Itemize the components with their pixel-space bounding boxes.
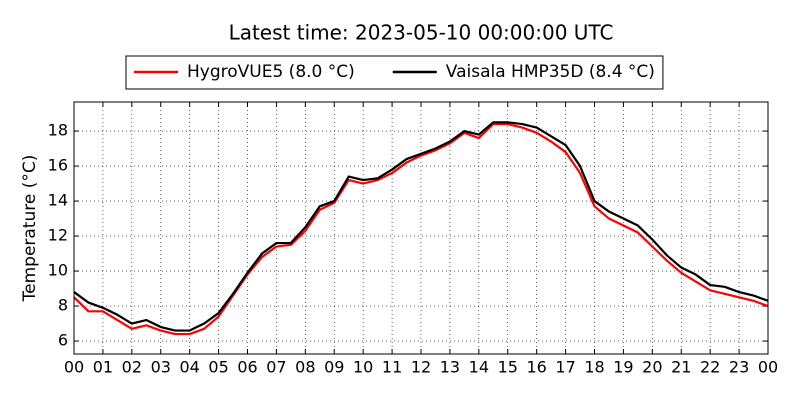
plot-frame bbox=[73, 101, 769, 355]
x-tick-label: 09 bbox=[324, 358, 344, 377]
chart-title: Latest time: 2023-05-10 00:00:00 UTC bbox=[229, 21, 614, 45]
x-tick-label: 08 bbox=[295, 358, 315, 377]
x-tick-label: 06 bbox=[237, 358, 257, 377]
y-tick-label: 10 bbox=[48, 261, 68, 280]
x-tick-label: 01 bbox=[93, 358, 113, 377]
x-tick-label: 12 bbox=[411, 358, 431, 377]
x-tick-label: 13 bbox=[440, 358, 460, 377]
x-tick-label: 20 bbox=[642, 358, 662, 377]
x-tick-label: 03 bbox=[151, 358, 171, 377]
legend-label: Vaisala HMP35D (8.4 °C) bbox=[446, 62, 655, 82]
x-tick-label: 11 bbox=[382, 358, 402, 377]
data-line bbox=[73, 122, 769, 336]
legend-box bbox=[125, 55, 664, 90]
y-tick-label: 18 bbox=[48, 121, 68, 140]
x-tick-label: 16 bbox=[526, 358, 546, 377]
x-tick-label: 10 bbox=[353, 358, 373, 377]
x-tick-label: 21 bbox=[671, 358, 691, 377]
data-line bbox=[73, 121, 769, 332]
y-tick-label: 14 bbox=[48, 191, 68, 210]
x-tick-label: 15 bbox=[498, 358, 518, 377]
x-tick-label: 14 bbox=[469, 358, 489, 377]
x-tick-label: 02 bbox=[122, 358, 142, 377]
x-tick-label: 00 bbox=[758, 358, 778, 377]
x-tick-label: 19 bbox=[613, 358, 633, 377]
x-tick-label: 04 bbox=[179, 358, 199, 377]
y-axis-label: Temperature (°C) bbox=[20, 155, 40, 303]
x-tick-label: 05 bbox=[208, 358, 228, 377]
legend-label: HygroVUE5 (8.0 °C) bbox=[187, 62, 355, 82]
x-tick-label: 17 bbox=[555, 358, 575, 377]
x-tick-label: 23 bbox=[729, 358, 749, 377]
x-tick-label: 00 bbox=[64, 358, 84, 377]
x-tick-label: 18 bbox=[584, 358, 604, 377]
y-tick-label: 16 bbox=[48, 156, 68, 175]
x-tick-label: 22 bbox=[700, 358, 720, 377]
y-tick-label: 12 bbox=[48, 226, 68, 245]
y-tick-label: 8 bbox=[58, 296, 68, 315]
x-tick-label: 07 bbox=[266, 358, 286, 377]
y-tick-label: 6 bbox=[58, 331, 68, 350]
